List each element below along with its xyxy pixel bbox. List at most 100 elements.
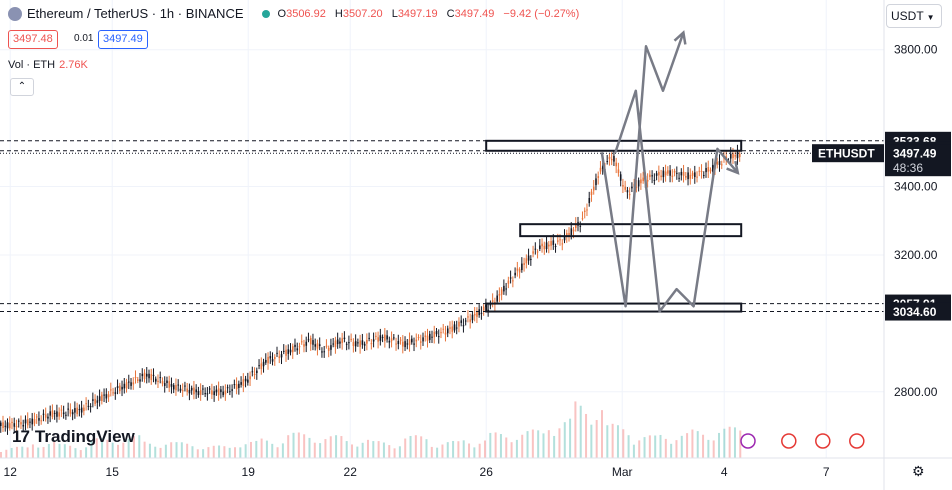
candle — [285, 349, 287, 356]
tradingview-logo[interactable]: 17 TradingView — [12, 427, 135, 447]
candle — [316, 343, 319, 349]
candle — [181, 390, 184, 392]
candle — [309, 337, 312, 345]
symbol-title[interactable]: Ethereum / TetherUS · 1h · BINANCE — [27, 6, 244, 21]
candle — [496, 295, 498, 302]
volume-bar — [366, 439, 369, 458]
candle — [435, 331, 438, 335]
candle — [307, 339, 310, 341]
candle — [480, 312, 483, 314]
volume-bar — [154, 446, 157, 458]
candle — [361, 340, 364, 345]
candle — [238, 383, 240, 389]
candle — [440, 332, 442, 334]
candle — [379, 335, 382, 341]
volume-bar — [537, 430, 540, 458]
candle — [709, 169, 712, 172]
candle — [590, 191, 593, 196]
candle — [274, 357, 276, 360]
volume-bar — [271, 443, 274, 458]
candle — [265, 360, 267, 363]
candle — [426, 335, 429, 341]
close-value: 3497.49 — [454, 7, 495, 20]
volume-bar — [249, 441, 252, 458]
candle — [363, 343, 366, 346]
candle — [339, 341, 341, 344]
volume-bar — [606, 425, 609, 458]
support-resistance-zone — [485, 302, 743, 313]
candle — [229, 391, 231, 393]
candle — [384, 334, 386, 341]
volume-bar — [600, 410, 603, 458]
candle — [125, 382, 128, 389]
volume-bar — [148, 443, 151, 458]
candle — [462, 325, 465, 327]
volume-bar — [563, 422, 566, 458]
volume-bar — [616, 425, 619, 458]
candle — [415, 339, 418, 342]
candle — [377, 337, 379, 342]
projection-path — [614, 89, 739, 313]
candle — [453, 324, 456, 331]
candle — [500, 289, 503, 295]
candle — [256, 370, 258, 374]
volume-bar — [37, 447, 40, 458]
x-tick-label: 22 — [344, 465, 358, 479]
candle — [381, 336, 384, 338]
volume-bar — [670, 443, 673, 458]
candle — [128, 381, 130, 383]
candle — [673, 170, 676, 173]
candle — [640, 179, 642, 184]
candle — [240, 382, 242, 385]
candle — [179, 388, 182, 391]
volume-bar — [255, 440, 258, 458]
volume-bar — [319, 443, 322, 458]
candle — [224, 390, 227, 395]
candle — [624, 186, 627, 190]
volume-label: Vol · ETH — [8, 59, 56, 71]
candle — [433, 331, 436, 338]
candle — [372, 339, 375, 342]
volume-bar — [53, 441, 56, 458]
volume-bar — [457, 441, 460, 458]
candle — [172, 385, 175, 390]
candle — [595, 178, 597, 186]
currency-button[interactable]: USDT ▼ — [886, 4, 942, 28]
candle — [289, 349, 292, 353]
candle — [132, 382, 135, 385]
candle — [512, 280, 514, 282]
collapse-legend-button[interactable]: ⌃ — [10, 78, 34, 96]
candle — [402, 341, 404, 347]
candle — [552, 240, 555, 245]
x-tick-label: 19 — [242, 465, 256, 479]
price-axis-bg — [884, 0, 952, 490]
candle — [437, 336, 440, 338]
candle — [121, 386, 123, 390]
candle — [592, 186, 595, 191]
volume-bar — [260, 438, 263, 458]
ask-price-button[interactable]: 3497.49 — [98, 30, 148, 49]
volume-bar — [659, 434, 662, 458]
volume-bar — [558, 428, 561, 458]
bid-price-button[interactable]: 3497.48 — [8, 30, 58, 49]
candle — [476, 311, 478, 317]
candle — [707, 167, 710, 172]
candle — [89, 406, 92, 408]
candle — [244, 378, 247, 382]
volume-bar — [223, 446, 226, 458]
volume-bar — [0, 452, 2, 458]
candle — [323, 351, 326, 353]
volume-bar — [553, 435, 556, 458]
candle — [332, 343, 335, 345]
x-tick-label: 4 — [721, 465, 728, 479]
candle — [404, 341, 406, 348]
candle — [428, 333, 431, 340]
volume-bar — [58, 443, 61, 458]
candle — [4, 425, 7, 427]
gear-icon[interactable]: ⚙ — [912, 463, 925, 479]
volume-bar — [515, 439, 518, 458]
candle — [341, 338, 344, 343]
candle — [613, 155, 615, 162]
volume-bar — [281, 443, 284, 458]
